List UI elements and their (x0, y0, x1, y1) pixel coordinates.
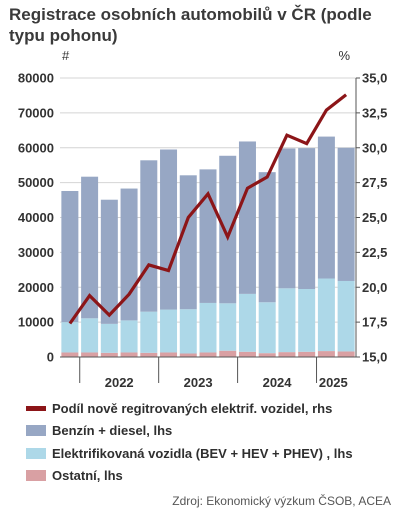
legend-label-electrified: Elektrifikovaná vozidla (BEV + HEV + PHE… (52, 445, 353, 461)
x-year-label: 2024 (263, 375, 293, 390)
legend-swatch-electrified (26, 447, 46, 459)
bar-segment (219, 155, 237, 304)
y-right-tick-label: 27,5 (362, 175, 387, 190)
source-note: Zdroj: Ekonomický výzkum ČSOB, ACEA (172, 494, 391, 508)
bar-segment (298, 351, 316, 357)
bar-segment (140, 352, 158, 357)
y-left-tick-label: 30000 (18, 245, 54, 260)
bar-segment (61, 352, 79, 357)
x-year-label: 2025 (319, 375, 348, 390)
share-line (68, 93, 348, 325)
y-right-tick-label: 32,5 (362, 105, 387, 120)
legend-item-share: Podíl nově regitrovaných elektrif. vozid… (26, 397, 353, 420)
bar-segment (199, 302, 217, 353)
bar-segment (278, 288, 296, 353)
legend-item-electrified: Elektrifikovaná vozidla (BEV + HEV + PHE… (26, 442, 353, 465)
legend-label-petrol-diesel: Benzín + diesel, lhs (52, 423, 173, 439)
bar-segment (100, 352, 118, 357)
x-year-label: 2022 (105, 375, 134, 390)
bar-segment (238, 293, 256, 352)
bar-segment (337, 280, 355, 352)
bar-segment (100, 199, 118, 324)
legend-item-other: Ostatní, lhs (26, 465, 353, 488)
bar-segment (278, 148, 296, 289)
bar-segment (278, 352, 296, 357)
y-right-tick-label: 20,0 (362, 280, 387, 295)
bar-segment (160, 352, 178, 357)
y-left-unit: # (62, 48, 70, 63)
bar-segment (298, 148, 316, 289)
y-right-tick-label: 22,5 (362, 245, 387, 260)
bar-segment (61, 322, 79, 353)
bar-segment (317, 351, 335, 357)
bar-segment (120, 320, 138, 353)
bar-segment (179, 353, 197, 357)
bar-segment (81, 318, 99, 353)
y-left-tick-label: 80000 (18, 71, 54, 86)
bar-segment (160, 309, 178, 353)
y-right-tick-label: 15,0 (362, 350, 387, 365)
bar-segment (258, 302, 276, 354)
y-left-tick-label: 0 (47, 350, 54, 365)
y-left-tick-label: 20000 (18, 280, 54, 295)
x-year-label: 2023 (184, 375, 213, 390)
y-right-tick-label: 30,0 (362, 140, 387, 155)
legend-swatch-other (26, 470, 46, 482)
y-right-unit: % (338, 48, 350, 63)
y-left-tick-label: 60000 (18, 140, 54, 155)
y-right-tick-label: 25,0 (362, 210, 387, 225)
y-right-tick-label: 17,5 (362, 315, 387, 330)
legend-item-petrol-diesel: Benzín + diesel, lhs (26, 420, 353, 443)
bar-segment (219, 350, 237, 357)
legend-label-other: Ostatní, lhs (52, 468, 123, 484)
bar-segment (140, 160, 158, 312)
bar-segment (219, 303, 237, 351)
bar-segment (317, 136, 335, 279)
bar-segment (179, 309, 197, 354)
y-left-tick-label: 70000 (18, 105, 54, 120)
bar-segment (160, 149, 178, 310)
bar-segment (199, 352, 217, 357)
bar-segment (120, 352, 138, 357)
bar-segment (258, 172, 276, 303)
legend-swatch-share (26, 405, 46, 411)
legend-swatch-petrol-diesel (26, 425, 46, 437)
y-left-tick-label: 40000 (18, 210, 54, 225)
bar-segment (199, 169, 217, 303)
y-left-tick-label: 10000 (18, 315, 54, 330)
bar-segment (81, 176, 99, 319)
chart-legend: Podíl nově regitrovaných elektrif. vozid… (26, 397, 353, 487)
chart-title: Registrace osobních automobilů v ČR (pod… (9, 5, 372, 45)
bar-segment (258, 353, 276, 357)
bar-segment (238, 351, 256, 357)
y-left-tick-label: 50000 (18, 175, 54, 190)
bar-segment (81, 352, 99, 357)
bar-segment (61, 190, 79, 323)
bar-segment (100, 323, 118, 353)
bar-segment (337, 351, 355, 357)
bar-segment (337, 147, 355, 281)
bar-segment (298, 288, 316, 352)
bar-segment (179, 175, 197, 310)
y-right-tick-label: 35,0 (362, 71, 387, 86)
chart-plot: 0 10000 20000 30000 40000 50000 60000 70000 8000… (18, 48, 387, 390)
bar-segment (317, 278, 335, 352)
legend-label-share: Podíl nově regitrovaných elektrif. vozid… (52, 400, 333, 416)
bar-segment (238, 141, 256, 294)
bar-segment (140, 311, 158, 353)
